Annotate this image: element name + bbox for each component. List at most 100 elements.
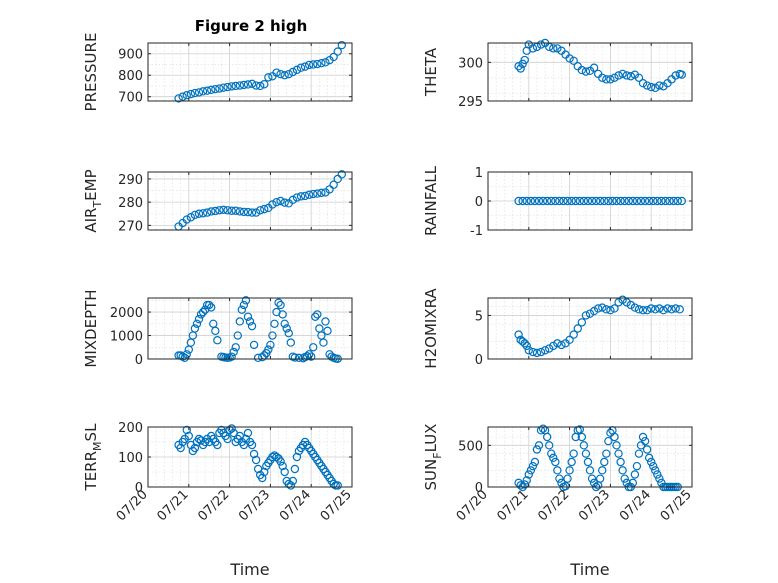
figure-title: Figure 2 high bbox=[195, 17, 308, 35]
data-point bbox=[606, 306, 615, 315]
axes-background bbox=[148, 43, 352, 101]
data-point bbox=[612, 196, 621, 206]
data-point bbox=[577, 65, 587, 75]
data-point bbox=[251, 208, 261, 217]
data-point bbox=[577, 318, 587, 327]
data-point bbox=[649, 461, 658, 471]
y-axis-label: PRESSURE bbox=[82, 33, 100, 112]
data-point bbox=[268, 452, 277, 462]
data-point bbox=[542, 432, 552, 442]
data-point bbox=[583, 457, 593, 467]
data-point bbox=[247, 79, 257, 89]
data-point bbox=[651, 83, 660, 93]
data-point bbox=[247, 208, 257, 217]
y-tick-label: 0 bbox=[475, 481, 483, 496]
x-tick-label: 07/23 bbox=[236, 487, 273, 524]
data-point bbox=[655, 304, 664, 313]
data-point bbox=[575, 425, 585, 434]
data-point bbox=[176, 443, 185, 453]
y-tick-label: 0 bbox=[475, 353, 483, 368]
data-point bbox=[256, 206, 265, 215]
data-point bbox=[251, 455, 261, 465]
data-point bbox=[184, 431, 193, 441]
data-point bbox=[215, 84, 224, 93]
data-point bbox=[632, 461, 642, 471]
data-point bbox=[573, 324, 582, 333]
data-point bbox=[309, 189, 318, 199]
data-point bbox=[647, 304, 656, 313]
data-point bbox=[526, 466, 536, 475]
y-axis-label: SUNFLUX bbox=[422, 424, 444, 491]
data-point bbox=[671, 304, 680, 313]
data-point bbox=[673, 196, 682, 206]
data-point bbox=[579, 196, 589, 206]
data-point bbox=[569, 330, 578, 339]
data-point bbox=[284, 69, 293, 79]
data-point bbox=[567, 196, 576, 206]
data-point bbox=[624, 196, 633, 206]
data-point bbox=[174, 94, 183, 103]
data-point bbox=[542, 196, 552, 206]
data-point bbox=[649, 196, 658, 206]
data-point bbox=[321, 317, 330, 326]
data-point bbox=[549, 44, 558, 53]
data-point bbox=[304, 350, 314, 359]
data-point bbox=[663, 304, 672, 313]
y-tick-label: 300 bbox=[458, 56, 483, 71]
data-point bbox=[223, 82, 232, 92]
data-point bbox=[571, 196, 580, 206]
data-point bbox=[260, 204, 269, 214]
data-point bbox=[280, 198, 289, 207]
data-point bbox=[547, 449, 556, 458]
data-point bbox=[243, 207, 253, 217]
data-point bbox=[286, 338, 295, 347]
data-point bbox=[644, 453, 654, 463]
data-point bbox=[190, 443, 200, 453]
x-tick-label: 07/23 bbox=[576, 487, 613, 524]
data-point bbox=[276, 300, 285, 310]
data-point bbox=[321, 58, 330, 67]
data-point bbox=[632, 196, 642, 206]
data-point bbox=[620, 474, 629, 483]
data-point bbox=[333, 47, 342, 56]
data-point bbox=[559, 196, 568, 206]
data-point bbox=[551, 457, 560, 467]
data-point bbox=[634, 305, 644, 314]
data-point bbox=[307, 352, 316, 361]
data-point bbox=[526, 196, 536, 206]
data-point bbox=[655, 474, 664, 483]
data-point bbox=[223, 434, 232, 444]
data-point bbox=[587, 196, 597, 206]
data-point bbox=[237, 305, 247, 314]
data-point bbox=[227, 424, 236, 433]
data-point bbox=[239, 207, 249, 217]
data-point bbox=[292, 452, 302, 462]
y-tick-label: 1 bbox=[475, 166, 483, 181]
data-point bbox=[575, 196, 585, 206]
data-point bbox=[516, 64, 525, 73]
subplot-mixdepth: 0 1000 2000 MIXDEPTH bbox=[82, 289, 353, 368]
data-point bbox=[610, 73, 619, 83]
data-point bbox=[547, 196, 556, 206]
data-point bbox=[280, 71, 289, 80]
data-point bbox=[243, 428, 253, 438]
data-point bbox=[614, 71, 623, 80]
data-point bbox=[553, 44, 562, 53]
axes-box bbox=[487, 426, 693, 488]
data-point bbox=[642, 81, 652, 90]
data-point bbox=[675, 305, 684, 314]
data-point bbox=[585, 466, 595, 475]
data-point bbox=[536, 40, 546, 49]
y-axis-label: AIRTEMP bbox=[82, 169, 104, 232]
data-point bbox=[640, 196, 650, 206]
data-point bbox=[524, 470, 534, 479]
data-point bbox=[288, 476, 298, 486]
data-point bbox=[182, 215, 191, 224]
y-tick-label: 0 bbox=[475, 195, 483, 210]
data-point bbox=[630, 470, 640, 479]
x-tick-label: 07/24 bbox=[617, 487, 654, 524]
data-point bbox=[233, 331, 242, 340]
data-point bbox=[202, 86, 212, 95]
data-point bbox=[581, 449, 591, 458]
data-point bbox=[583, 196, 593, 206]
